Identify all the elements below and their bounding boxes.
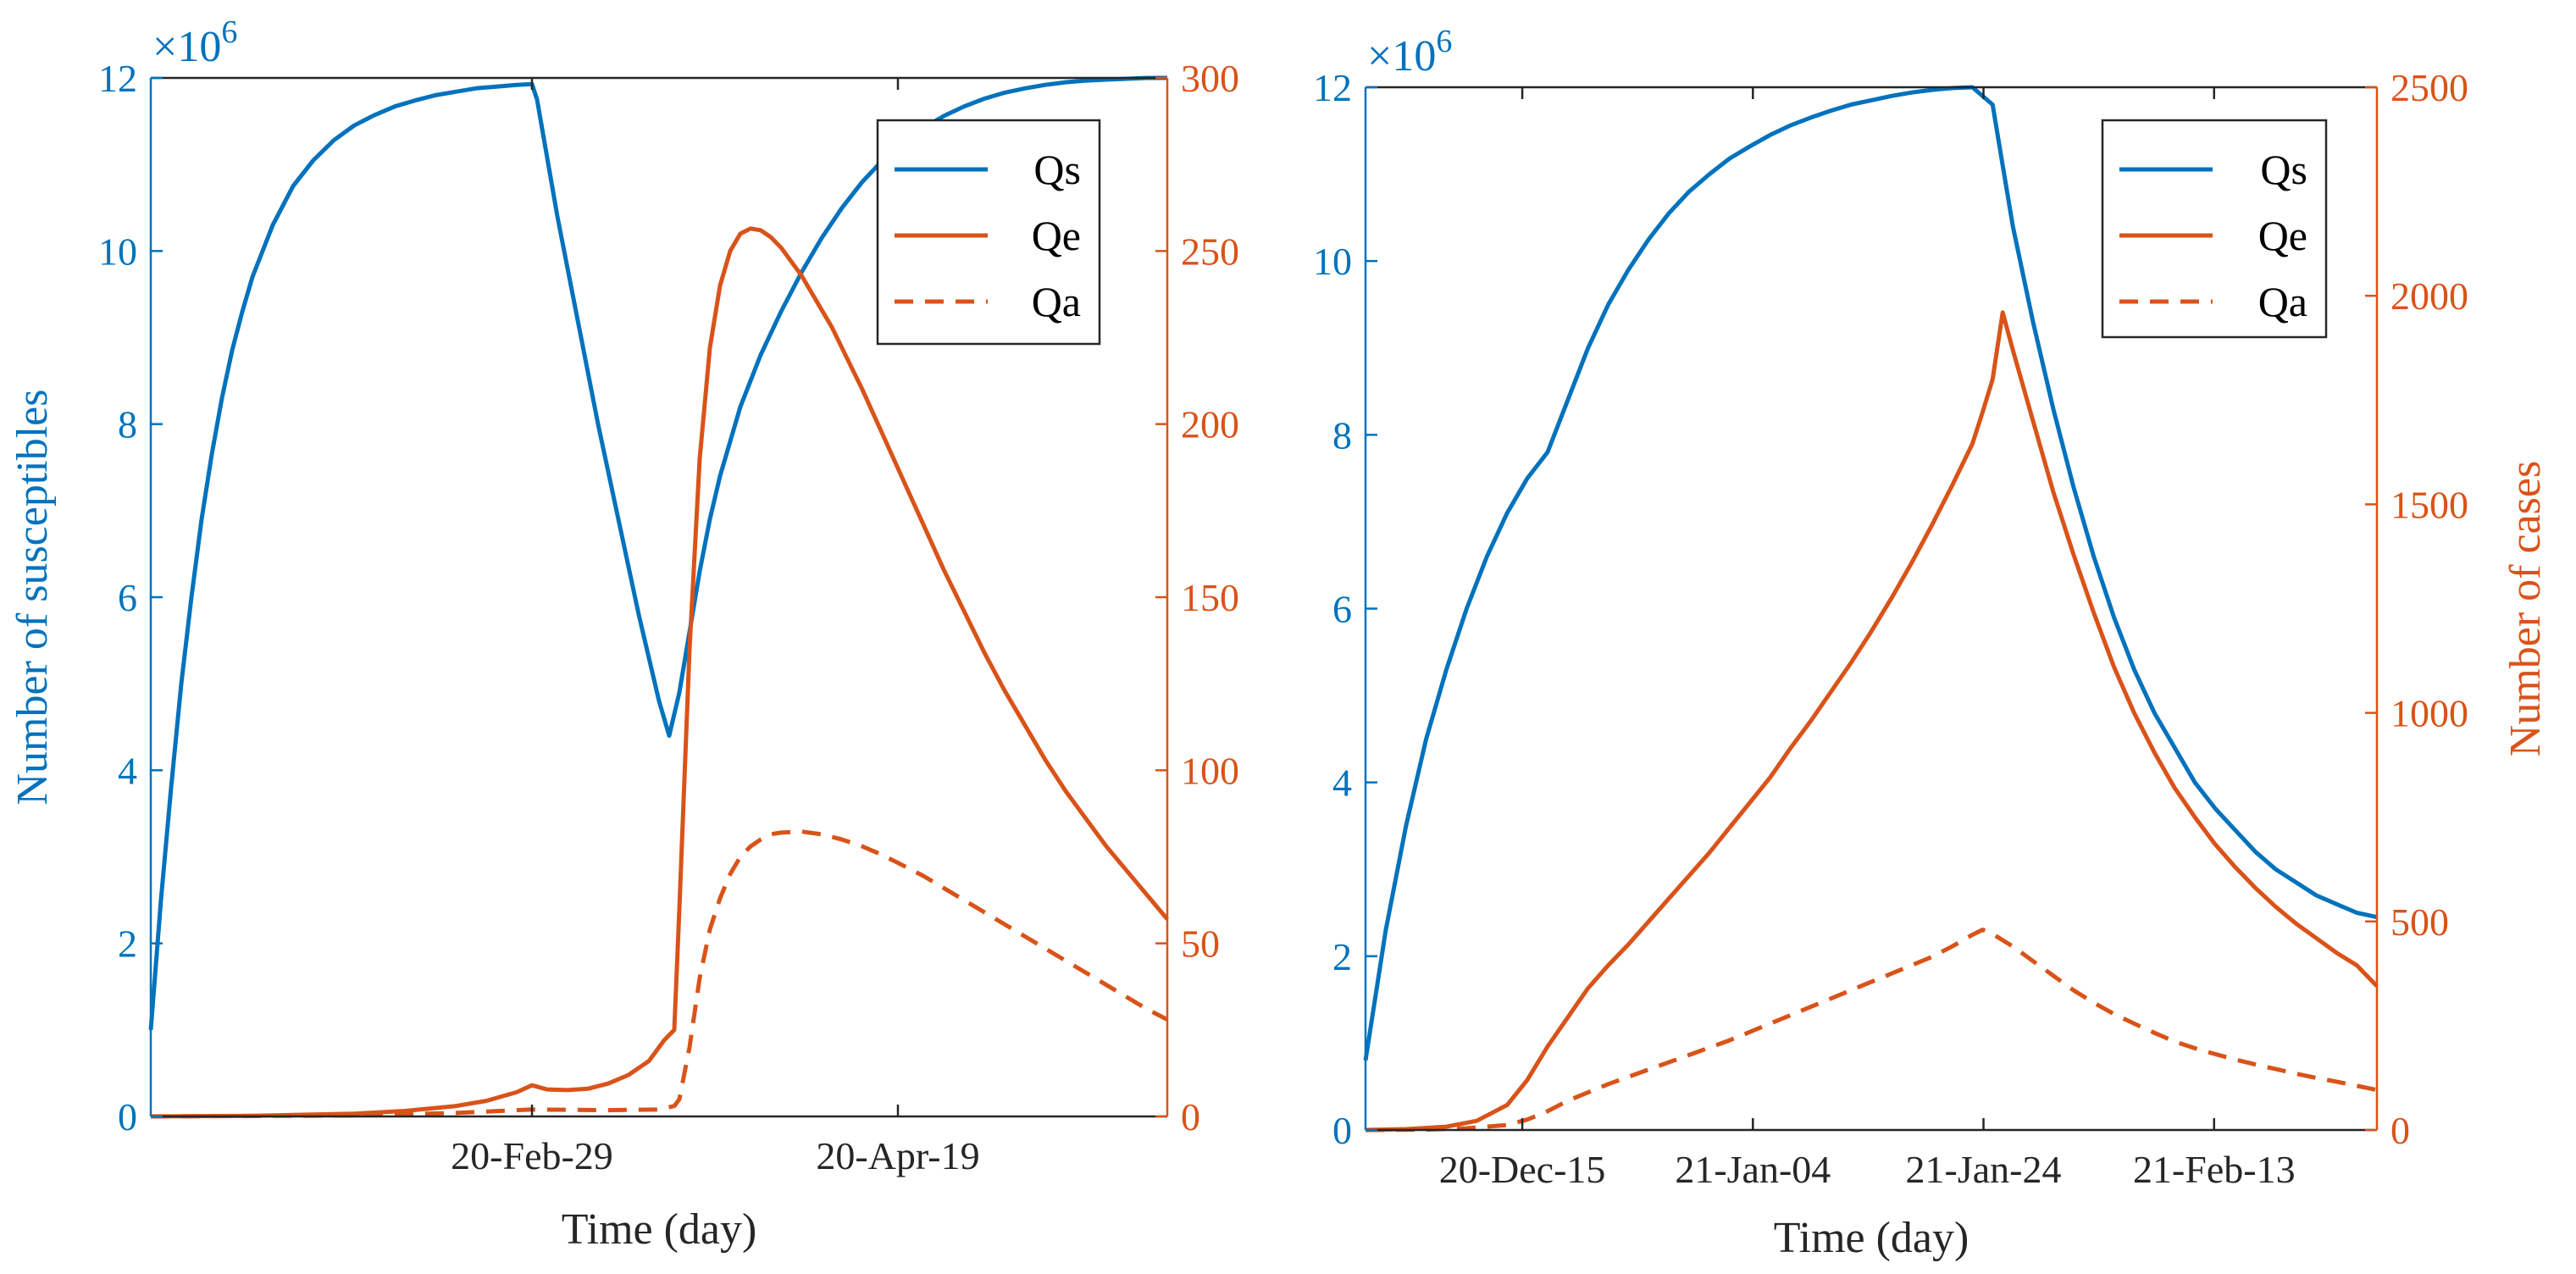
- left-y-tick-label: 12: [1313, 66, 1352, 109]
- x-tick-label: 21-Feb-13: [2133, 1148, 2296, 1191]
- left-y-tick-label: 0: [1332, 1109, 1352, 1152]
- right-y-tick-label: 2500: [2390, 66, 2468, 109]
- legend-label-qa: Qa: [1032, 278, 1081, 325]
- chart-left-panel: 0 2 4 6 8 10 12 0 50 100 150 200 250 300 20-Feb-29 20-A…: [8, 14, 1239, 1254]
- right-y-tick-label: 1500: [2390, 483, 2468, 526]
- right-y-axis-label: Number of cases: [2501, 461, 2550, 756]
- right-y-tick-label: 300: [1181, 57, 1239, 100]
- exponent-power: 6: [221, 14, 237, 50]
- x-tick-label: 20-Feb-29: [451, 1134, 613, 1177]
- legend-label-qe: Qe: [1032, 212, 1081, 259]
- right-y-tick-label: 150: [1181, 576, 1239, 619]
- series-line-qa: [1365, 928, 2378, 1133]
- left-y-tick-label: 0: [118, 1095, 137, 1138]
- right-y-tick-label: 2000: [2390, 274, 2468, 318]
- exponent-base: ×10: [152, 23, 221, 71]
- right-y-tick-label: 1000: [2390, 692, 2468, 735]
- x-axis-label: Time (day): [1774, 1214, 1969, 1262]
- left-y-axis-label: Number of susceptibles: [8, 389, 57, 805]
- exponent-power: 6: [1436, 24, 1452, 59]
- legend-label-qa: Qa: [2258, 278, 2307, 325]
- legend-box: [2101, 119, 2328, 339]
- x-tick-label: 20-Apr-19: [816, 1134, 979, 1177]
- x-tick-label: 21-Jan-24: [1906, 1148, 2062, 1191]
- exponent-base: ×10: [1367, 32, 1436, 80]
- left-y-tick-label: 8: [1332, 413, 1352, 457]
- left-axis-exponent: ×106: [1367, 24, 1452, 80]
- legend-label-qs: Qs: [2260, 146, 2307, 193]
- left-y-tick-label: 6: [1332, 588, 1352, 631]
- left-y-tick-label: 2: [1332, 935, 1352, 978]
- left-y-tick-label: 8: [118, 403, 137, 446]
- left-axis-exponent: ×106: [152, 14, 237, 71]
- right-y-tick-label: 50: [1181, 922, 1220, 966]
- x-axis-label: Time (day): [562, 1205, 757, 1254]
- series-line-qe: [150, 226, 1169, 1119]
- left-y-tick-label: 6: [118, 576, 137, 619]
- right-y-tick-label: 0: [2390, 1109, 2410, 1152]
- chart-right-panel: 0 2 4 6 8 10 12 0 500 1000 1500 2000 2500 20-Dec-15 21…: [1313, 24, 2550, 1262]
- x-tick-label: 20-Dec-15: [1439, 1148, 1606, 1191]
- left-y-tick-label: 10: [98, 230, 137, 273]
- legend-label-qe: Qe: [2258, 212, 2307, 259]
- left-y-tick-label: 12: [98, 57, 137, 100]
- left-y-tick-label: 2: [118, 922, 137, 966]
- right-y-tick-label: 250: [1181, 230, 1239, 273]
- left-y-tick-label: 4: [1332, 762, 1352, 805]
- series-line-qs: [148, 75, 1167, 1030]
- legend-label-qs: Qs: [1033, 146, 1081, 193]
- right-y-tick-label: 200: [1181, 403, 1239, 446]
- legend-box: [876, 119, 1101, 346]
- right-y-tick-label: 0: [1181, 1095, 1200, 1138]
- left-y-tick-label: 4: [118, 749, 137, 792]
- right-y-tick-label: 500: [2390, 900, 2449, 944]
- series-line-qs: [1363, 85, 2378, 1061]
- series-line-qe: [1365, 310, 2379, 1133]
- x-tick-label: 21-Jan-04: [1675, 1148, 1831, 1191]
- series-line-qa: [150, 829, 1169, 1119]
- left-y-tick-label: 10: [1313, 240, 1352, 283]
- right-y-tick-label: 100: [1181, 749, 1239, 792]
